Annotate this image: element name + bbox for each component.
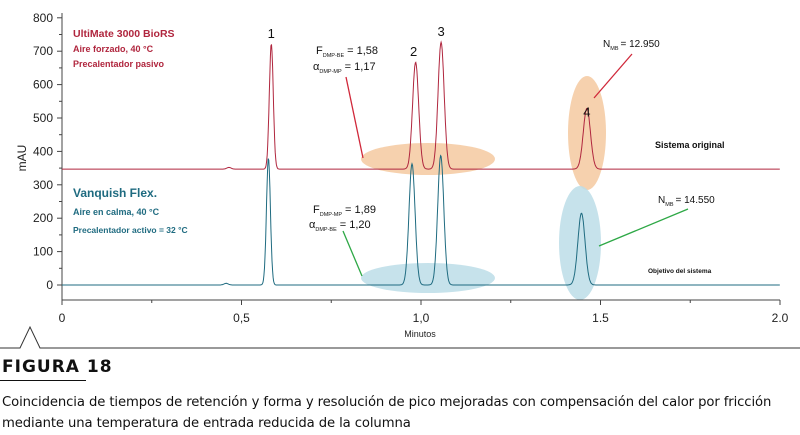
peak-label-3: 3 bbox=[437, 24, 444, 39]
top-resolution-pointer bbox=[345, 76, 364, 159]
peak-labels: 1 2 3 4 bbox=[268, 24, 591, 119]
figure-label: FIGURA 18 bbox=[2, 357, 113, 377]
top-alpha-label: αDMP-MP = 1,17 bbox=[313, 61, 376, 75]
bottom-resolution-annotation: FDMP-MP = 1,89 αDMP-BE = 1,20 bbox=[309, 204, 376, 277]
peak-label-4: 4 bbox=[583, 104, 590, 119]
y-tick-label: 400 bbox=[33, 144, 53, 158]
y-tick-label: 500 bbox=[33, 111, 53, 125]
y-tick-label: 700 bbox=[33, 44, 53, 58]
bottom-system-preheater: Precalentador activo = 32 °C bbox=[73, 225, 188, 235]
top-n-label: NMB = 12.950 bbox=[603, 39, 660, 52]
highlight-bottom-resolution bbox=[361, 263, 495, 293]
series-label-target: Objetivo del sistema bbox=[648, 268, 712, 275]
y-tick-label: 600 bbox=[33, 78, 53, 92]
trace-top bbox=[62, 40, 780, 170]
y-tick-label: 100 bbox=[33, 245, 53, 259]
y-tick-label: 0 bbox=[46, 278, 53, 292]
bottom-system-info: Vanquish Flex. Aire en calma, 40 °C Prec… bbox=[73, 186, 188, 235]
bottom-system-condition: Aire en calma, 40 °C bbox=[73, 207, 160, 217]
x-tick-label: 0,5 bbox=[233, 311, 250, 325]
bottom-resolution-pointer bbox=[342, 230, 363, 277]
bottom-alpha-label: αDMP-BE = 1,20 bbox=[309, 219, 371, 233]
y-tick-label: 300 bbox=[33, 178, 53, 192]
figure-frame-line bbox=[0, 325, 800, 349]
top-n-pointer bbox=[593, 53, 633, 99]
top-system-name: UltiMate 3000 BioRS bbox=[73, 28, 175, 40]
highlight-bottom-n bbox=[559, 186, 601, 300]
peak-highlights bbox=[361, 76, 606, 300]
top-system-condition: Aire forzado, 40 °C bbox=[73, 44, 154, 54]
figure-caption: Coincidencia de tiempos de retención y f… bbox=[2, 395, 772, 431]
y-axis-label: mAU bbox=[15, 145, 29, 172]
top-n-annotation: NMB = 12.950 bbox=[593, 39, 660, 99]
top-resolution-annotation: FDMP-BE = 1,58 αDMP-MP = 1,17 bbox=[313, 45, 378, 159]
bottom-f-label: FDMP-MP = 1,89 bbox=[313, 204, 376, 218]
trace-bottom bbox=[62, 154, 780, 286]
figure-label-underline bbox=[0, 380, 86, 381]
y-tick-label: 200 bbox=[33, 211, 53, 225]
top-system-preheater: Precalentador pasivo bbox=[73, 59, 165, 69]
bottom-n-pointer bbox=[598, 208, 689, 247]
y-ticks: 0 100 200 300 400 500 600 700 800 bbox=[33, 11, 62, 292]
x-tick-label: 0 bbox=[59, 311, 66, 325]
peak-label-2: 2 bbox=[410, 44, 417, 59]
peak-label-1: 1 bbox=[268, 26, 275, 41]
top-f-label: FDMP-BE = 1,58 bbox=[316, 45, 378, 59]
y-tick-label: 800 bbox=[33, 11, 53, 25]
x-tick-label: 2.0 bbox=[772, 311, 789, 325]
x-tick-label: 1,0 bbox=[413, 311, 430, 325]
x-tick-label: 1.5 bbox=[592, 311, 609, 325]
highlight-top-n bbox=[568, 76, 606, 190]
traces bbox=[62, 40, 780, 286]
x-ticks: 0 0,5 1,0 1.5 2.0 bbox=[59, 300, 789, 325]
bottom-system-name: Vanquish Flex. bbox=[73, 186, 157, 200]
bottom-n-label: NMB = 14.550 bbox=[658, 195, 715, 208]
top-system-info: UltiMate 3000 BioRS Aire forzado, 40 °C … bbox=[73, 28, 175, 69]
bottom-n-annotation: NMB = 14.550 bbox=[598, 195, 715, 247]
x-axis-label: Minutos bbox=[404, 329, 436, 339]
highlight-top-resolution bbox=[361, 143, 495, 175]
series-label-original: Sistema original bbox=[655, 140, 725, 150]
